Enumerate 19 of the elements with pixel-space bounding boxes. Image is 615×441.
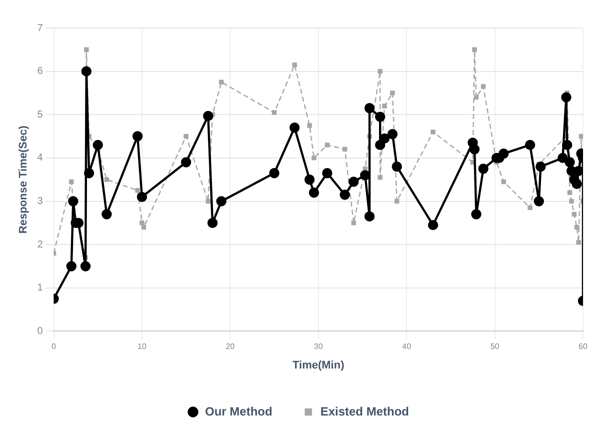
x-tick-label: 30 bbox=[314, 342, 324, 352]
legend-label: Our Method bbox=[205, 404, 272, 418]
y-tick-label: 7 bbox=[37, 22, 44, 34]
y-tick-label: 4 bbox=[37, 152, 44, 164]
y-axis-title: Response Time(Sec) bbox=[18, 125, 30, 234]
x-tick-label: 10 bbox=[138, 342, 147, 352]
x-tick-label: 40 bbox=[402, 342, 412, 352]
y-tick-label: 2 bbox=[37, 239, 44, 250]
y-tick-label: 0 bbox=[37, 326, 44, 337]
x-tick-label: 50 bbox=[490, 342, 500, 352]
x-tick-label: 0 bbox=[52, 342, 57, 352]
y-tick-label: 6 bbox=[37, 66, 44, 78]
x-axis-title: Time(Min) bbox=[292, 359, 345, 372]
y-tick-label: 1 bbox=[37, 282, 44, 294]
legend-label: Existed Method bbox=[320, 404, 410, 418]
x-tick-label: 20 bbox=[226, 342, 236, 352]
y-tick-label: 5 bbox=[37, 109, 44, 120]
y-tick-label: 3 bbox=[37, 196, 44, 208]
x-tick-label: 60 bbox=[578, 342, 588, 352]
